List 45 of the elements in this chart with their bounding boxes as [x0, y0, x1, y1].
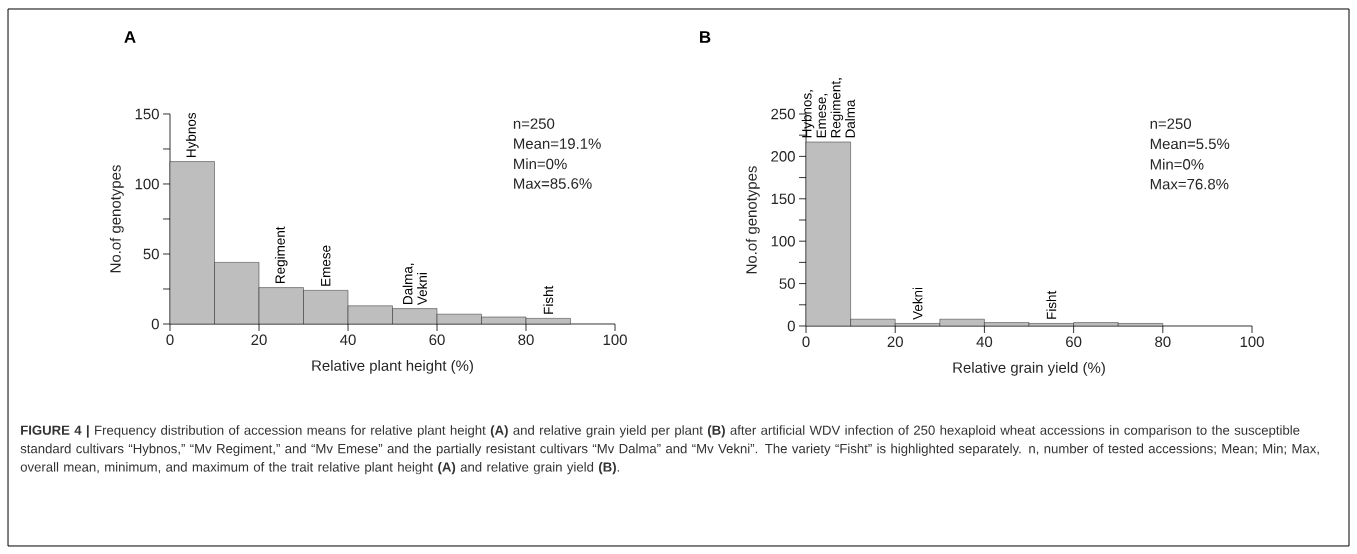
x-axis-title: Relative plant height (%) [312, 359, 473, 374]
chart-title: A [124, 31, 136, 43]
annotation: n=250 [513, 118, 555, 129]
annotation: Min=0% [1150, 158, 1204, 170]
x-axis-title: Relative grain yield (%) [953, 361, 1105, 376]
chart-title: B [700, 31, 711, 43]
x-tick-label: 60 [429, 334, 445, 346]
annotation: Vekni [912, 287, 923, 320]
annotation: n=250 [1150, 118, 1192, 129]
y-axis-title: No.of genotypes [109, 165, 124, 273]
x-tick-label: 100 [603, 334, 627, 346]
annotation: Max=85.6% [514, 178, 592, 189]
x-tick-label: 0 [166, 334, 174, 346]
y-tick-label: 250 [771, 108, 795, 120]
x-tick-label: 80 [518, 334, 534, 346]
y-tick-label: 0 [787, 320, 795, 332]
annotation: Mean=19.1% [514, 138, 601, 149]
annotation: Regiment [274, 226, 288, 283]
x-tick-label: 40 [340, 334, 356, 346]
y-tick-label: 50 [779, 278, 795, 289]
y-tick-label: 100 [771, 235, 795, 247]
x-tick-label: 20 [887, 336, 903, 348]
x-tick-label: 20 [251, 334, 267, 346]
annotation: Hybnos [185, 112, 199, 157]
y-tick-label: 50 [143, 248, 159, 260]
y-tick-label: 150 [771, 193, 795, 205]
y-tick-label: 100 [135, 178, 159, 190]
y-tick-label: 150 [135, 108, 159, 120]
annotation: Emese [321, 245, 331, 286]
annotation: Hybnos, Emese, Regiment, Dalma [801, 78, 855, 138]
text: FIGURE 4 | Frequency distribution of accession means for relative plant height (A) and relative grain yield per plant (B) after artificial WDV infection of 250 hexaploid wheat accessions in comparison to the susceptible standard cultivars “Hybnos,” “Mv Regiment,” and “Mv Emese” and the partially resistant cultivars “Mv Dalma” and “Mv Vekni”. The variety “Fisht” is highlighted separately. n, number of tested accessions; Mean; Min; Max, overall mean, minimum, and maximum of the trait relative plant height (A) and relative grain yield (B). [20, 425, 1319, 475]
annotation: Max=76.8% [1150, 178, 1229, 190]
x-tick-label: 0 [802, 336, 810, 348]
y-tick-label: 0 [151, 318, 159, 330]
annotation: Min=0% [514, 158, 567, 170]
annotation: Fisht [543, 285, 554, 314]
y-axis-title: No.of genotypes [745, 166, 760, 274]
annotation: Dalma, Vekni [402, 263, 427, 305]
x-tick-label: 100 [1240, 336, 1264, 348]
x-tick-label: 40 [976, 336, 993, 348]
annotation: Mean=5.5% [1150, 138, 1230, 150]
x-tick-label: 80 [1155, 336, 1171, 348]
annotation: Fisht [1046, 290, 1057, 319]
x-tick-label: 60 [1066, 336, 1082, 348]
y-tick-label: 200 [771, 151, 795, 162]
